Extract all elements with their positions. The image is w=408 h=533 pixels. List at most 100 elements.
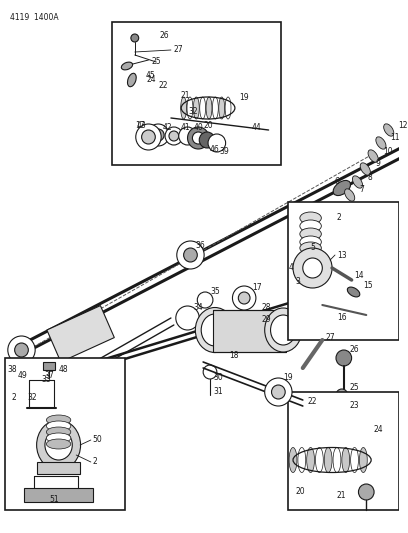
Ellipse shape [47,415,71,425]
Text: 40: 40 [193,124,203,133]
Ellipse shape [213,97,218,119]
Text: 5: 5 [310,244,315,253]
Ellipse shape [300,242,322,254]
Bar [213,310,286,352]
Ellipse shape [225,97,231,119]
Ellipse shape [353,176,363,188]
Text: 4119  1400A: 4119 1400A [10,13,58,22]
Ellipse shape [298,448,306,472]
Circle shape [197,292,213,308]
Circle shape [165,127,183,145]
Circle shape [265,378,292,406]
Ellipse shape [384,124,394,136]
Ellipse shape [47,427,71,437]
Circle shape [238,292,250,304]
Ellipse shape [346,251,357,263]
Circle shape [359,484,374,500]
Circle shape [188,127,209,149]
Ellipse shape [333,181,350,196]
Text: 26: 26 [350,345,359,354]
Ellipse shape [200,97,206,119]
Text: 30: 30 [213,374,223,383]
Circle shape [208,134,226,152]
Ellipse shape [187,97,193,119]
Text: 16: 16 [337,313,346,322]
Ellipse shape [347,287,360,297]
Bar [288,202,399,340]
Ellipse shape [324,448,332,472]
Circle shape [337,403,347,413]
Ellipse shape [360,163,370,175]
Circle shape [176,306,199,330]
Text: 19: 19 [283,374,293,383]
Circle shape [152,129,164,141]
Text: 18: 18 [230,351,239,359]
Text: 24: 24 [146,76,156,85]
Ellipse shape [337,241,347,253]
Text: 31: 31 [213,387,222,397]
Text: 49: 49 [18,370,27,379]
Bar [43,362,55,370]
Bar [288,392,399,510]
Text: 11: 11 [391,133,400,142]
Text: 48: 48 [59,366,68,375]
Circle shape [136,124,161,150]
Ellipse shape [327,231,337,243]
Ellipse shape [201,314,228,346]
Text: 23: 23 [350,400,359,409]
Text: 34: 34 [193,303,203,312]
Text: 41: 41 [181,124,190,133]
Text: 10: 10 [383,147,392,156]
Ellipse shape [332,236,342,248]
Text: 13: 13 [337,251,346,260]
Ellipse shape [193,97,199,119]
Ellipse shape [37,420,80,470]
Text: 2: 2 [337,214,342,222]
Text: 22: 22 [158,80,168,90]
Text: 20: 20 [296,488,306,497]
Circle shape [142,130,155,144]
Text: 26: 26 [159,31,169,41]
Ellipse shape [341,246,352,258]
Text: 44: 44 [252,124,262,133]
Text: 12: 12 [399,120,408,130]
Text: 33: 33 [41,376,51,384]
Ellipse shape [300,236,322,248]
Text: 27: 27 [174,45,184,54]
Circle shape [320,401,334,415]
Ellipse shape [47,439,71,449]
Text: 17: 17 [135,122,144,131]
Ellipse shape [47,421,71,431]
Text: 3: 3 [295,278,300,287]
Circle shape [147,124,169,146]
Text: 24: 24 [373,425,383,434]
Circle shape [293,248,332,288]
Circle shape [203,365,217,379]
Text: 32: 32 [27,393,37,402]
Ellipse shape [45,430,72,460]
Text: 45: 45 [146,71,155,80]
Ellipse shape [300,228,322,240]
Text: 29: 29 [262,316,271,325]
Text: 20: 20 [203,122,213,131]
Circle shape [8,336,35,364]
Text: 43: 43 [137,120,146,130]
Circle shape [324,405,330,411]
Text: 14: 14 [355,271,364,279]
Text: 21: 21 [337,490,346,499]
Text: 8: 8 [367,173,372,182]
Bar [47,305,114,362]
Circle shape [131,34,139,42]
Ellipse shape [128,73,136,87]
Ellipse shape [300,212,322,224]
Text: 37: 37 [44,370,54,379]
Circle shape [177,241,204,269]
Text: 50: 50 [93,435,102,445]
Text: 32: 32 [188,108,198,117]
Ellipse shape [376,137,386,149]
Ellipse shape [359,448,367,472]
Text: 6: 6 [334,177,339,187]
Text: 15: 15 [364,280,373,289]
Ellipse shape [271,315,296,345]
Ellipse shape [307,448,315,472]
